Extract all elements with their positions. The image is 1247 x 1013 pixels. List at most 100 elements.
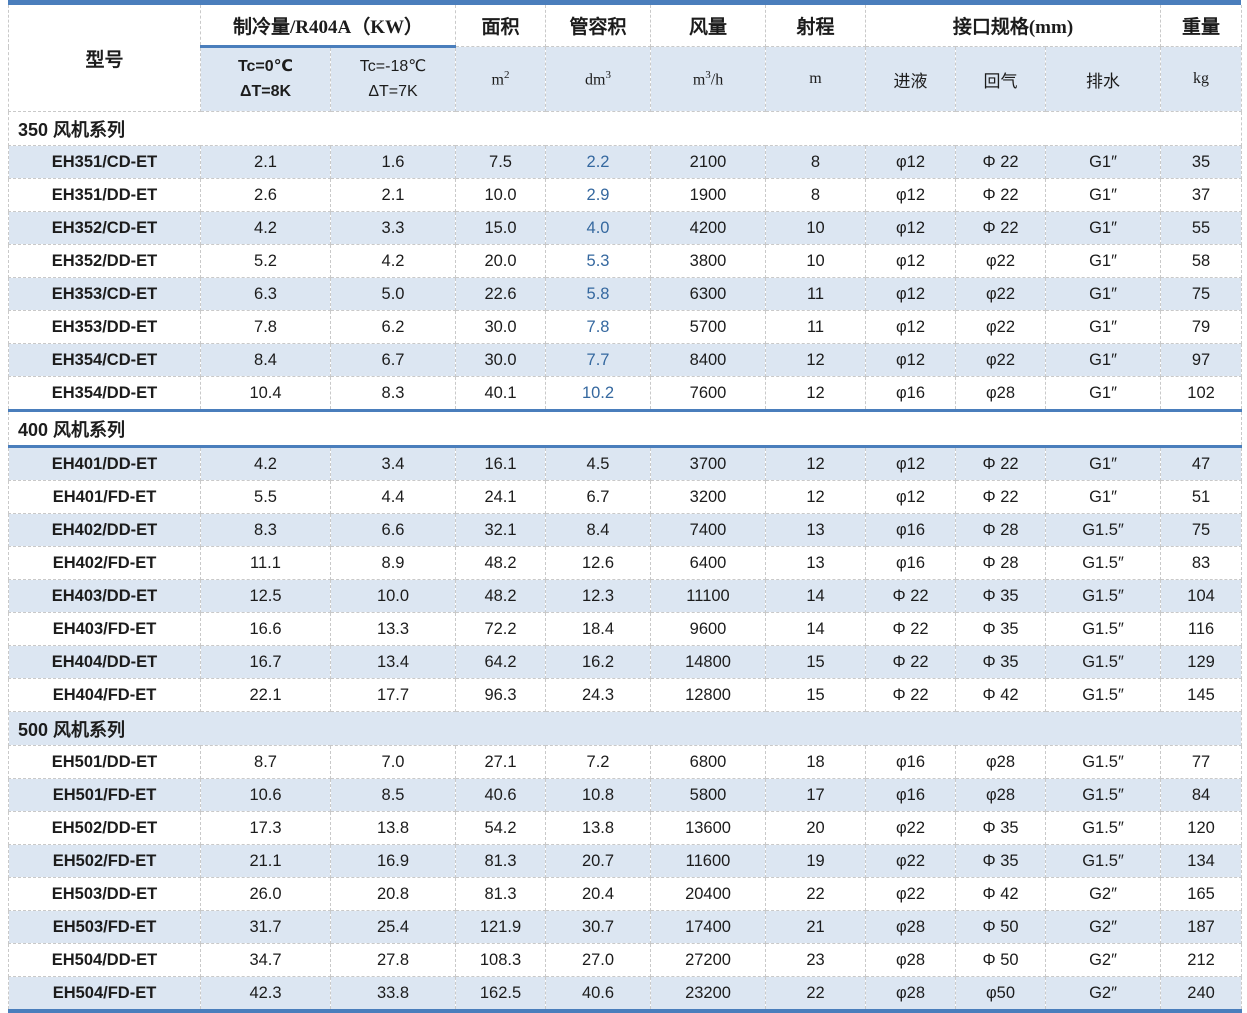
table-row: EH502/DD-ET 17.3 13.8 54.2 13.8 13600 20 φ22 Φ 3… <box>8 811 1243 845</box>
cell-vol: 27.0 <box>545 943 652 977</box>
cell-tc18: 13.4 <box>330 645 457 679</box>
cell-tc18: 8.9 <box>330 546 457 580</box>
cell-weight: 134 <box>1160 844 1243 878</box>
cell-area: 30.0 <box>455 343 547 377</box>
table-row: EH504/FD-ET 42.3 33.8 162.5 40.6 23200 22 φ28 φ5… <box>8 976 1243 1012</box>
cell-area: 48.2 <box>455 546 547 580</box>
cell-model: EH504/FD-ET <box>8 976 201 1012</box>
table-row: EH503/DD-ET 26.0 20.8 81.3 20.4 20400 22 φ22 Φ 4… <box>8 877 1243 911</box>
cell-vol: 40.6 <box>545 976 652 1012</box>
cell-throw: 15 <box>765 645 867 679</box>
cell-area: 40.6 <box>455 778 547 812</box>
cell-tc0: 6.3 <box>200 277 331 311</box>
cell-liquid: φ22 <box>865 844 957 878</box>
cell-throw: 12 <box>765 376 867 411</box>
cell-tc18: 4.2 <box>330 244 457 278</box>
cell-weight: 55 <box>1160 211 1243 245</box>
cell-tc0: 31.7 <box>200 910 331 944</box>
cell-area: 48.2 <box>455 579 547 613</box>
cell-weight: 51 <box>1160 480 1243 514</box>
cell-liquid: φ12 <box>865 211 957 245</box>
cell-tc0: 17.3 <box>200 811 331 845</box>
col-subheader-gas-return: 回气 <box>955 46 1047 112</box>
cell-flow: 11100 <box>650 579 767 613</box>
tc0-delta: ΔT=8K <box>239 82 292 100</box>
cell-tc18: 5.0 <box>330 277 457 311</box>
cell-throw: 11 <box>765 310 867 344</box>
cell-model: EH354/DD-ET <box>8 376 201 411</box>
cell-flow: 7600 <box>650 376 767 411</box>
cell-gas: Φ 35 <box>955 579 1047 613</box>
cell-tc18: 3.4 <box>330 446 457 481</box>
cell-liquid: φ28 <box>865 943 957 977</box>
cell-tc18: 10.0 <box>330 579 457 613</box>
unit-throw: m <box>765 46 867 112</box>
cell-model: EH352/CD-ET <box>8 211 201 245</box>
cell-vol: 12.6 <box>545 546 652 580</box>
col-subheader-drain: 排水 <box>1045 46 1162 112</box>
cell-area: 64.2 <box>455 645 547 679</box>
cell-gas: φ50 <box>955 976 1047 1012</box>
cell-flow: 6300 <box>650 277 767 311</box>
cell-liquid: φ16 <box>865 546 957 580</box>
cell-drain: G1″ <box>1045 145 1162 179</box>
cell-tc18: 7.0 <box>330 745 457 779</box>
cell-model: EH401/DD-ET <box>8 446 201 481</box>
cell-flow: 6400 <box>650 546 767 580</box>
cell-tc18: 20.8 <box>330 877 457 911</box>
cell-area: 22.6 <box>455 277 547 311</box>
tc18-delta: ΔT=7K <box>368 82 418 100</box>
cell-weight: 84 <box>1160 778 1243 812</box>
cell-gas: φ22 <box>955 277 1047 311</box>
cell-model: EH503/DD-ET <box>8 877 201 911</box>
cell-throw: 14 <box>765 612 867 646</box>
cell-vol: 24.3 <box>545 678 652 712</box>
cell-gas: Φ 42 <box>955 678 1047 712</box>
cell-tc0: 4.2 <box>200 211 331 245</box>
cell-throw: 20 <box>765 811 867 845</box>
cell-gas: Φ 22 <box>955 480 1047 514</box>
cell-drain: G1.5″ <box>1045 811 1162 845</box>
cell-flow: 3200 <box>650 480 767 514</box>
cell-drain: G2″ <box>1045 877 1162 911</box>
unit-airflow: m3/h <box>650 46 767 112</box>
col-header-area: 面积 <box>455 5 547 47</box>
cell-weight: 97 <box>1160 343 1243 377</box>
table-row: EH501/DD-ET 8.7 7.0 27.1 7.2 6800 18 φ16 φ28 G1.5… <box>8 745 1243 779</box>
table-row: EH404/DD-ET 16.7 13.4 64.2 16.2 14800 15 Φ 22 Φ … <box>8 645 1243 679</box>
cell-liquid: φ12 <box>865 343 957 377</box>
col-header-cooling-group: 制冷量/R404A（KW） <box>200 5 457 48</box>
cell-model: EH402/DD-ET <box>8 513 201 547</box>
cell-weight: 116 <box>1160 612 1243 646</box>
cell-tc18: 6.7 <box>330 343 457 377</box>
col-subheader-tc0: Tc=0℃ ΔT=8K <box>200 46 331 112</box>
section-row-500: 500 风机系列 <box>7 711 1243 746</box>
col-header-airflow: 风量 <box>650 5 767 47</box>
cell-drain: G1.5″ <box>1045 513 1162 547</box>
cell-flow: 7400 <box>650 513 767 547</box>
cell-flow: 2100 <box>650 145 767 179</box>
cell-model: EH352/DD-ET <box>8 244 201 278</box>
cell-model: EH404/DD-ET <box>8 645 201 679</box>
cell-tc0: 42.3 <box>200 976 331 1012</box>
cell-flow: 12800 <box>650 678 767 712</box>
cell-flow: 9600 <box>650 612 767 646</box>
cell-gas: Φ 35 <box>955 811 1047 845</box>
cell-tc18: 6.2 <box>330 310 457 344</box>
cell-tc0: 16.7 <box>200 645 331 679</box>
cell-throw: 18 <box>765 745 867 779</box>
cell-tc0: 8.3 <box>200 513 331 547</box>
cell-weight: 58 <box>1160 244 1243 278</box>
cell-drain: G1.5″ <box>1045 678 1162 712</box>
table-row: EH353/CD-ET 6.3 5.0 22.6 5.8 6300 11 φ12 φ22 G1″ 7… <box>8 277 1243 311</box>
cell-area: 54.2 <box>455 811 547 845</box>
cell-tc0: 10.4 <box>200 376 331 411</box>
cell-tc0: 5.5 <box>200 480 331 514</box>
cell-area: 81.3 <box>455 844 547 878</box>
cell-flow: 4200 <box>650 211 767 245</box>
cell-liquid: Φ 22 <box>865 645 957 679</box>
cell-liquid: φ12 <box>865 446 957 481</box>
section-row-350: 350 风机系列 <box>7 111 1243 146</box>
cell-tc0: 8.7 <box>200 745 331 779</box>
col-header-weight: 重量 <box>1160 5 1243 47</box>
